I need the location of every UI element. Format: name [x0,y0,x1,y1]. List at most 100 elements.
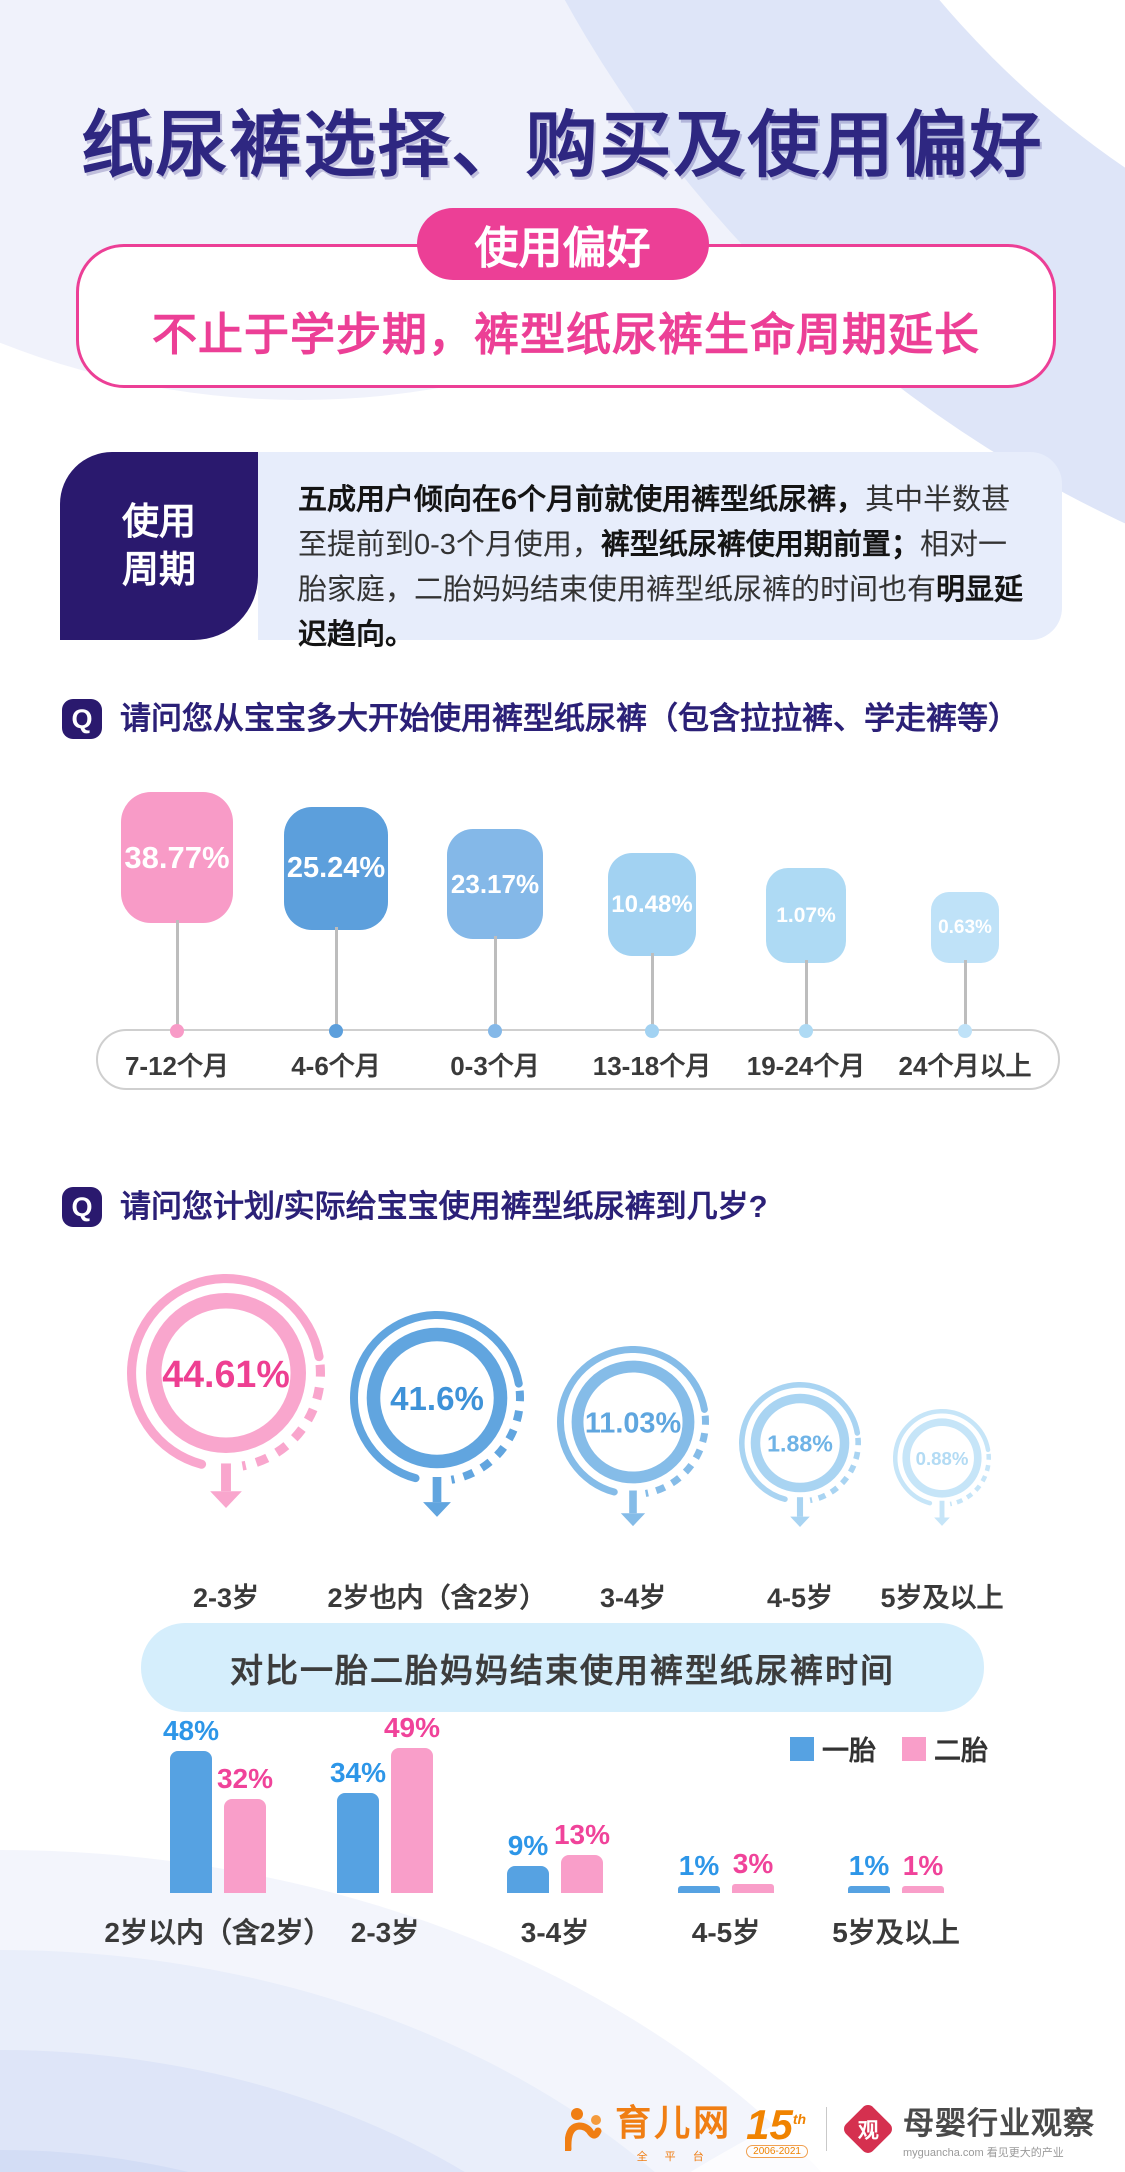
usage-summary-segment: 明显延迟趋向。 [298,574,1024,651]
chart1-axis-pill [96,1029,1060,1090]
yuer-logo: 育儿网 全 平 台 15th 2006-2021 [565,2094,808,2164]
question-2-text: 请问您计划/实际给宝宝使用裤型纸尿裤到几岁? [120,1189,768,1224]
legend-item-first-child: 一胎 [790,1729,876,1768]
chart3-bar-value: 9% [507,1830,549,1861]
chart1-stem [804,960,808,1029]
chart1-bar-value: 25.24% [286,852,386,884]
svg-text:41.6%: 41.6% [390,1381,484,1418]
chart1-bar: 10.48% [608,853,696,956]
chart3-bar [902,1886,944,1893]
chart3-bar-value: 1% [902,1850,944,1881]
chart1-axis-dot [170,1024,184,1038]
chart3-category-label: 2-3岁 [350,1917,420,1948]
legend-item-second-child: 二胎 [902,1729,988,1768]
yuer-anniversary-years: 2006-2021 [746,2144,808,2158]
chart3-bar [507,1866,549,1893]
chart1-bar: 0.63% [931,892,999,963]
guancha-text-block: 母婴行业观察 myguancha.com 看见更大的产业 [903,2098,1095,2160]
chart3-bar [561,1855,603,1893]
guancha-logo: 观 母婴行业观察 myguancha.com 看见更大的产业 [841,2098,1095,2160]
usage-summary-segment: 相对一胎家庭，二胎妈妈结束使用裤型纸尿裤的时间也有 [298,529,1007,606]
chart1-axis-label: 24个月以上 [898,1051,1032,1081]
chart-end-age-rings: 44.61% 2-3岁 41.6% 2岁也内（含2岁） 11.03% 3-4岁 1.88% 4… [0,1270,1125,1616]
chart2-category-label: 3-4岁 [599,1583,667,1613]
chart3-bar-value: 13% [553,1819,611,1850]
chart3-bar-value: 32% [216,1763,274,1794]
chart3-bar-value: 1% [678,1850,720,1881]
chart3-bar [732,1884,774,1893]
legend-label-second-child: 二胎 [934,1736,988,1766]
chart3-category-label: 3-4岁 [520,1917,590,1948]
chart-start-age: 38.77% 25.24% 23.17% 10.48% 1.07% 0.63% 7-12个月… [0,770,1125,1100]
chart2-category-label: 4-5岁 [766,1583,834,1613]
chart3-bar-value: 48% [162,1715,220,1746]
chart1-axis-label: 19-24个月 [746,1051,866,1081]
chart3-bar-value: 1% [848,1850,890,1881]
chart2-category-label: 2岁也内（含2岁） [327,1583,547,1613]
section-badge: 使用偏好 [416,208,709,280]
guancha-diamond-icon: 观 [841,2102,895,2156]
question-icon: Q [62,1187,102,1227]
chart3-bar [224,1799,266,1893]
footer-logo-divider [826,2107,827,2151]
svg-text:11.03%: 11.03% [585,1408,681,1440]
chart3-category-label: 5岁及以上 [832,1917,960,1948]
chart2-ring-badge: 44.61% [127,1274,325,1509]
guancha-logo-name: 母婴行业观察 [903,2106,1095,2141]
chart1-axis-dot [329,1024,343,1038]
guancha-logo-tagline: myguancha.com 看见更大的产业 [903,2147,1064,2159]
chart2-ring-badge: 1.88% [739,1382,861,1527]
chart3-bar-value: 34% [329,1757,387,1788]
usage-summary-row: 使用 周期 五成用户倾向在6个月前就使用裤型纸尿裤，其中半数甚至提前到0-3个月… [60,452,1062,651]
chart3-category-label: 2岁以内（含2岁） [104,1917,332,1948]
yuer-parent-child-icon [565,2108,602,2151]
comparison-chart-title: 对比一胎二胎妈妈结束使用裤型纸尿裤时间 [230,1651,895,1689]
chart-legend: 一胎 二胎 [790,1729,988,1768]
chart3-bar-value: 3% [732,1848,774,1879]
chart1-axis-dot [645,1024,659,1038]
chart1-stem [963,960,967,1029]
chart1-stem [175,920,179,1029]
chart3-bar [391,1748,433,1893]
svg-text:0.88%: 0.88% [916,1448,969,1469]
chart2-category-label: 2-3岁 [192,1583,260,1613]
chart-compare-first-second-child: 对比一胎二胎妈妈结束使用裤型纸尿裤时间 一胎 二胎 48% 32% 2岁以内（含2岁… [0,1623,1125,1953]
yuer-logo-subtitle: 全 平 台 [636,2151,711,2163]
yuer-logo-name: 育儿网 [615,2102,733,2143]
chart2-ring-badge: 41.6% [350,1311,524,1517]
chart2-ring-badge: 0.88% [893,1409,991,1526]
chart1-bar: 23.17% [447,829,543,939]
chart1-bar-value: 10.48% [611,890,693,918]
chart3-category-label: 4-5岁 [691,1917,761,1948]
chart3-bar [170,1751,212,1893]
chart2-category-label: 5岁及以上 [880,1583,1004,1613]
chart1-axis-label: 4-6个月 [291,1051,381,1081]
chart3-bar [678,1886,720,1893]
legend-label-first-child: 一胎 [822,1736,876,1766]
chart1-bar: 1.07% [766,868,846,963]
question-1-row: Q 请问您从宝宝多大开始使用裤型纸尿裤（包含拉拉裤、学走裤等） [62,698,1062,740]
usage-summary-text: 五成用户倾向在6个月前就使用裤型纸尿裤，其中半数甚至提前到0-3个月使用，裤型纸… [258,452,1062,651]
chart1-axis-label: 0-3个月 [450,1051,540,1081]
yuer-anniversary-block: 15th 2006-2021 [746,2101,808,2158]
question-icon: Q [62,699,102,739]
usage-cycle-label-line2: 周期 [122,549,196,590]
banner-text: 不止于学步期，裤型纸尿裤生命周期延长 [151,308,980,360]
footer-logos: 育儿网 全 平 台 15th 2006-2021 观 母婴行业观察 myguan… [565,2094,1095,2164]
chart3-bar-value: 49% [383,1712,441,1743]
page-title: 纸尿裤选择、购买及使用偏好 [81,106,1044,186]
usage-summary-segment: 裤型纸尿裤使用期前置； [600,529,920,561]
usage-cycle-label: 使用 周期 [60,452,258,640]
chart1-bar-value: 0.63% [938,916,992,938]
chart3-bar [337,1793,379,1893]
chart1-bar-value: 23.17% [450,868,540,899]
svg-text:1.88%: 1.88% [767,1431,833,1457]
chart3-bar [848,1886,890,1893]
chart1-stem [493,936,497,1029]
chart1-axis-dot [799,1024,813,1038]
comparison-chart-title-pill: 对比一胎二胎妈妈结束使用裤型纸尿裤时间 [141,1623,984,1712]
chart1-axis-dot [488,1024,502,1038]
usage-cycle-label-line1: 使用 [122,501,196,542]
chart1-stem [650,953,654,1029]
